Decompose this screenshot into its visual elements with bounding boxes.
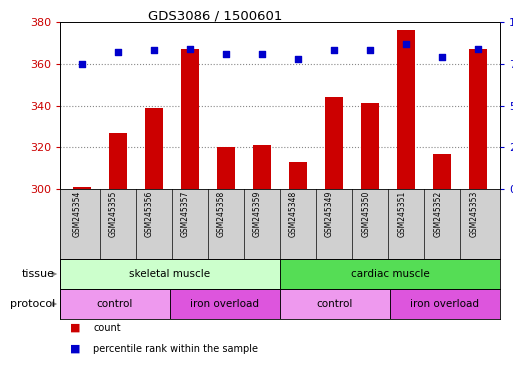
Bar	[325, 97, 343, 189]
Text: GSM245352: GSM245352	[433, 191, 442, 237]
Text: control: control	[97, 299, 133, 309]
Text: protocol: protocol	[10, 299, 55, 309]
Text: GSM245353: GSM245353	[469, 191, 478, 237]
Point	[366, 47, 374, 53]
Bar	[170, 289, 280, 319]
Text: GSM245357: GSM245357	[181, 191, 190, 237]
Bar	[361, 103, 379, 189]
Point	[294, 56, 302, 62]
Text: count: count	[93, 323, 121, 333]
Text: skeletal muscle: skeletal muscle	[129, 269, 210, 279]
Text: GSM245349: GSM245349	[325, 191, 334, 237]
Text: GSM245350: GSM245350	[361, 191, 370, 237]
Bar	[181, 49, 199, 189]
Bar	[109, 132, 127, 189]
Point	[330, 47, 338, 53]
Text: GDS3086 / 1500601: GDS3086 / 1500601	[148, 10, 283, 23]
Text: control: control	[317, 299, 353, 309]
Text: GSM245356: GSM245356	[145, 191, 154, 237]
Text: GSM245354: GSM245354	[73, 191, 82, 237]
Point	[113, 49, 122, 55]
Point	[402, 41, 410, 47]
Text: GSM245359: GSM245359	[253, 191, 262, 237]
Point	[222, 51, 230, 57]
Text: GSM245351: GSM245351	[397, 191, 406, 237]
Text: ■: ■	[70, 344, 81, 354]
Text: iron overload: iron overload	[190, 299, 260, 309]
Bar	[280, 259, 500, 289]
Text: tissue: tissue	[22, 269, 55, 279]
Bar	[60, 289, 170, 319]
Bar	[289, 162, 307, 189]
Bar	[390, 289, 500, 319]
Text: ■: ■	[70, 323, 81, 333]
Point	[474, 46, 482, 52]
Point	[186, 46, 194, 52]
Bar	[145, 108, 163, 189]
Bar	[397, 30, 415, 189]
Bar	[469, 49, 487, 189]
Point	[438, 54, 446, 60]
Bar	[253, 145, 271, 189]
Text: GSM245348: GSM245348	[289, 191, 298, 237]
Text: iron overload: iron overload	[410, 299, 480, 309]
Text: GSM245355: GSM245355	[109, 191, 117, 237]
Bar	[433, 154, 451, 189]
Bar	[217, 147, 235, 189]
Text: GSM245358: GSM245358	[217, 191, 226, 237]
Bar	[60, 259, 280, 289]
Bar	[280, 289, 390, 319]
Bar	[73, 187, 91, 189]
Point	[150, 47, 158, 53]
Point	[258, 51, 266, 57]
Text: cardiac muscle: cardiac muscle	[350, 269, 429, 279]
Point	[77, 61, 86, 67]
Text: percentile rank within the sample: percentile rank within the sample	[93, 344, 259, 354]
